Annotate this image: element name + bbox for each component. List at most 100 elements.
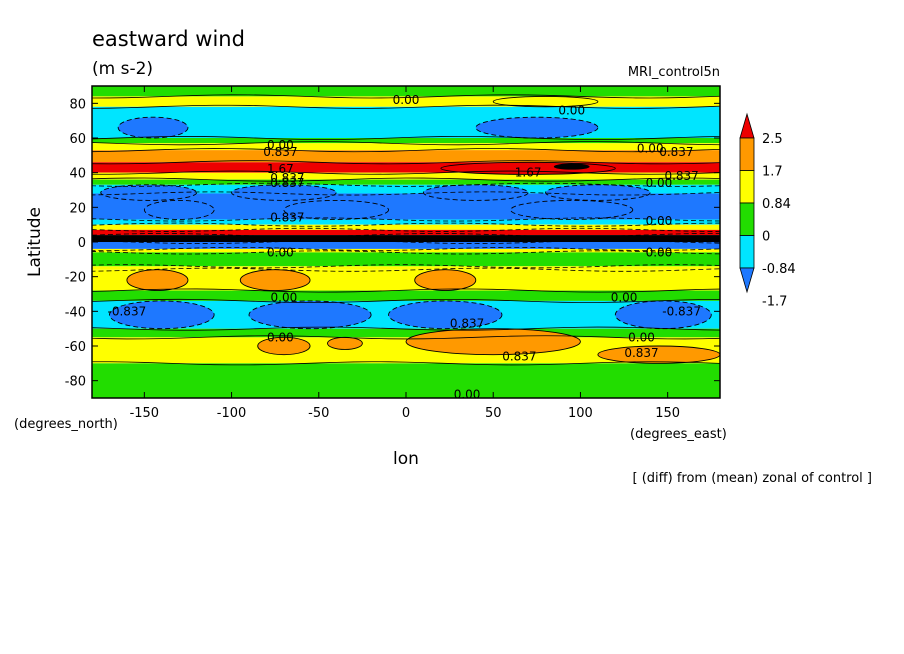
y-axis-label: Latitude: [25, 207, 45, 277]
contour-cell: [615, 300, 712, 329]
contour-line: [91, 298, 721, 303]
color-band: [92, 235, 720, 242]
contour-label: 0.00: [646, 214, 673, 228]
colorbar: -1.7 -0.84 0 0.84 1.7 2.5: [739, 112, 796, 310]
contour-cell: [283, 200, 389, 220]
colorbar-label: 0: [762, 230, 770, 245]
colorbar-swatch: [739, 235, 755, 269]
contour-label: 0.00: [646, 245, 673, 259]
contour-line: [143, 199, 215, 220]
contour-label: 0.837: [502, 349, 536, 363]
colorbar-label: -0.84: [762, 262, 796, 277]
contour-label: 1.67: [267, 162, 294, 176]
y-tick-label: -20: [65, 271, 86, 286]
color-band: [92, 290, 720, 301]
contour-line: [91, 288, 721, 293]
contour-line: [475, 116, 599, 139]
contour-cell: [414, 269, 476, 291]
x-tick-label: 0: [402, 406, 410, 421]
contour-label: 0.00: [558, 103, 585, 117]
contour-cell: [475, 117, 598, 138]
color-band: [92, 143, 720, 151]
colorbar-swatch: [739, 170, 755, 204]
y-tick-label: 0: [78, 236, 86, 251]
contour-line: [91, 264, 721, 269]
contour-label: -0.837: [108, 304, 147, 318]
contour-label: 0.00: [267, 138, 294, 152]
contour-line: [248, 300, 372, 330]
x-axis-ticks: -150 -100 -50 0 50 100 150: [130, 86, 680, 421]
contour-cell: [388, 300, 502, 329]
color-band: [92, 150, 720, 163]
contour-line: [492, 95, 599, 108]
contour-line: [91, 191, 721, 196]
contour-line: [91, 160, 721, 165]
contour-line: [91, 136, 721, 141]
contour-label: 0.00: [271, 290, 298, 304]
contour-line: [91, 361, 721, 366]
color-band: [92, 219, 720, 225]
contour-label: 0.837: [664, 169, 698, 183]
contour-line: [545, 184, 651, 201]
contour-label: 0.00: [646, 176, 673, 190]
y-tick-label: 80: [69, 97, 86, 112]
contour-label: 0.837: [450, 316, 484, 330]
color-band: [92, 224, 720, 230]
colorbar-label: -1.7: [762, 295, 787, 310]
color-band: [92, 184, 720, 194]
contour-cell: [423, 184, 529, 201]
contour-cell: [406, 328, 581, 355]
contour-cell: [100, 184, 197, 201]
x-tick-label: -50: [308, 406, 329, 421]
x-tick-label: 50: [485, 406, 502, 421]
contour-label: 0.837: [624, 346, 658, 360]
x-tick-label: -100: [217, 406, 247, 421]
color-band: [92, 248, 720, 253]
x-unit-label: (degrees_east): [630, 427, 727, 442]
y-unit-label: (degrees_north): [14, 417, 118, 432]
contour-line: [422, 184, 529, 201]
contour-line: [91, 222, 721, 227]
contour-line: [91, 246, 721, 251]
chart-units: (m s-2): [92, 59, 153, 79]
contour-line: [405, 328, 581, 356]
contour-cell: [554, 164, 590, 170]
contour-label: 0.00: [611, 290, 638, 304]
contour-line: [510, 199, 634, 220]
contour-label: 0.00: [267, 245, 294, 259]
x-tick-label: 100: [568, 406, 593, 421]
contour-label: 0.837: [270, 211, 304, 225]
color-band: [92, 179, 720, 185]
contour-line: [257, 336, 311, 356]
y-tick-label: -60: [65, 340, 86, 355]
contour-cell: [118, 117, 188, 138]
contour-label: 0.837: [270, 171, 304, 185]
contour-label: 0.00: [637, 141, 664, 155]
contour-line: [91, 250, 721, 255]
contour-label: 0.837: [270, 176, 304, 190]
contour-label: 1.67: [515, 166, 542, 180]
contour-cell: [109, 300, 215, 329]
color-band: [92, 252, 720, 267]
dataset-label: MRI_control5n: [628, 65, 720, 80]
contour-cell: [257, 337, 311, 355]
colorbar-bottom-arrow: [739, 267, 755, 294]
x-tick-label: -150: [130, 406, 160, 421]
contour-cell: [545, 184, 651, 201]
color-band: [92, 229, 720, 236]
contour-line: [100, 184, 198, 201]
x-axis-label: lon: [393, 449, 419, 469]
contour-line: [108, 300, 215, 330]
contour-label: 0.00: [393, 93, 420, 107]
contour-cell: [231, 184, 337, 201]
colorbar-swatch: [739, 137, 755, 171]
contour-line: [117, 116, 189, 139]
contour-line: [91, 227, 721, 232]
contour-label: 0.837: [659, 145, 693, 159]
footnote: [ (diff) from (mean) zonal of control ]: [633, 471, 872, 486]
colorbar-label: 1.7: [762, 165, 783, 180]
contour-label: 0.00: [454, 388, 481, 402]
